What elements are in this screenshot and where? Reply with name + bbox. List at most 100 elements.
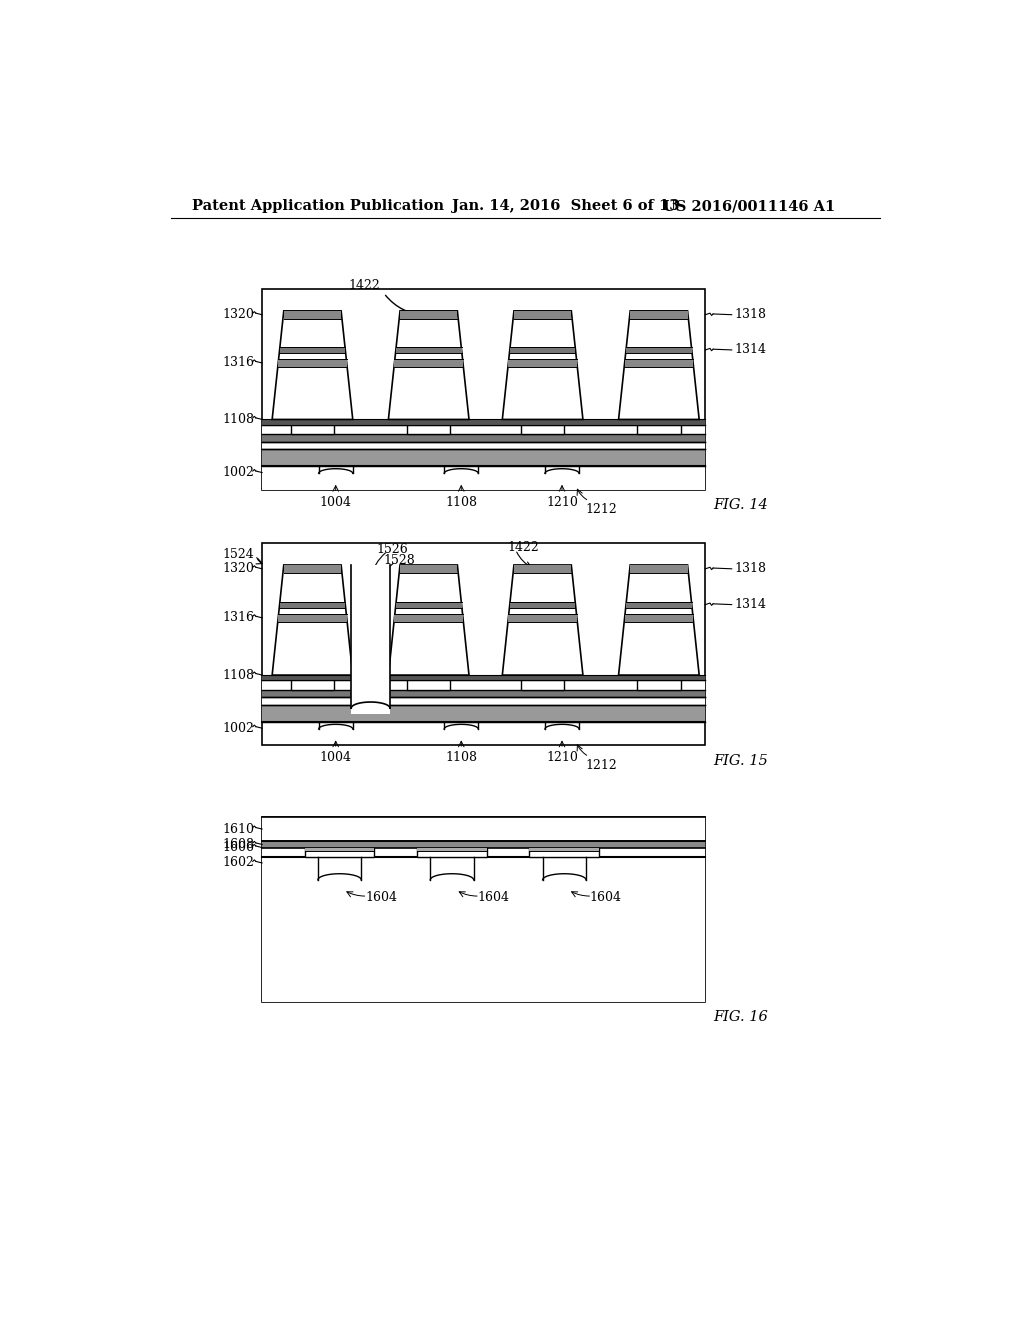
Polygon shape	[503, 565, 583, 675]
Text: 1526: 1526	[376, 543, 408, 556]
Polygon shape	[272, 312, 352, 420]
Text: 1108: 1108	[445, 496, 477, 508]
Bar	[262, 425, 706, 434]
Bar	[394, 359, 463, 367]
Bar	[262, 847, 706, 857]
Bar	[262, 817, 706, 1002]
Bar	[630, 565, 687, 573]
Text: 1108: 1108	[222, 668, 254, 681]
Bar	[291, 681, 334, 689]
Bar	[417, 847, 486, 857]
Text: 1002: 1002	[222, 466, 254, 479]
Text: 1422: 1422	[508, 541, 540, 554]
Bar	[262, 675, 706, 681]
Text: 1320: 1320	[222, 562, 254, 576]
Polygon shape	[618, 565, 699, 675]
Text: 1604: 1604	[477, 891, 510, 904]
Bar	[630, 312, 687, 318]
Bar	[510, 602, 575, 607]
Text: 1604: 1604	[366, 891, 397, 904]
Bar	[396, 602, 462, 607]
Bar	[508, 614, 577, 622]
Bar	[407, 425, 451, 434]
Bar	[262, 705, 706, 722]
Text: FIG. 14: FIG. 14	[713, 498, 768, 512]
Bar	[637, 425, 681, 434]
Polygon shape	[618, 312, 699, 420]
Bar	[284, 312, 341, 318]
Bar	[284, 565, 341, 573]
Bar	[279, 614, 347, 622]
Bar	[510, 347, 575, 352]
Text: Jan. 14, 2016  Sheet 6 of 13: Jan. 14, 2016 Sheet 6 of 13	[452, 199, 679, 213]
Bar	[262, 697, 706, 705]
Bar	[262, 442, 706, 449]
Bar	[262, 841, 706, 847]
Text: 1212: 1212	[586, 759, 617, 772]
Polygon shape	[388, 565, 469, 675]
Text: 1604: 1604	[590, 891, 622, 904]
Bar	[626, 347, 692, 352]
Bar	[417, 847, 486, 851]
Bar	[280, 347, 345, 352]
Bar	[521, 681, 564, 689]
Bar	[351, 565, 390, 714]
Text: 1528: 1528	[384, 554, 416, 566]
Text: US 2016/0011146 A1: US 2016/0011146 A1	[663, 199, 835, 213]
Bar	[262, 857, 706, 1002]
Bar	[280, 602, 345, 607]
Bar	[305, 847, 375, 857]
Text: 1316: 1316	[222, 356, 254, 370]
Bar	[262, 289, 706, 490]
Text: 1318: 1318	[735, 562, 767, 576]
Bar	[394, 614, 463, 622]
Polygon shape	[272, 565, 352, 675]
Bar	[262, 689, 706, 697]
Bar	[262, 681, 706, 689]
Bar	[637, 681, 681, 689]
Text: 1108: 1108	[222, 413, 254, 426]
Bar	[625, 359, 693, 367]
Text: 1314: 1314	[735, 343, 767, 356]
Bar	[262, 420, 706, 425]
Text: 1212: 1212	[586, 503, 617, 516]
Bar	[529, 847, 599, 857]
Bar	[262, 449, 706, 466]
Bar	[521, 425, 564, 434]
Text: FIG. 16: FIG. 16	[713, 1010, 768, 1024]
Bar	[400, 312, 458, 318]
Text: 1318: 1318	[735, 308, 767, 321]
Bar	[305, 847, 375, 851]
Bar	[262, 544, 706, 744]
Bar	[262, 466, 706, 490]
Bar	[514, 312, 571, 318]
Bar	[262, 817, 706, 841]
Text: FIG. 15: FIG. 15	[713, 754, 768, 767]
Text: 1210: 1210	[546, 496, 578, 508]
Text: 1608: 1608	[222, 838, 254, 851]
Bar	[400, 565, 458, 573]
Bar	[508, 359, 577, 367]
Text: Patent Application Publication: Patent Application Publication	[191, 199, 443, 213]
Bar	[625, 614, 693, 622]
Bar	[529, 847, 599, 851]
Text: 1210: 1210	[546, 751, 578, 764]
Text: 1602: 1602	[222, 857, 254, 870]
Bar	[279, 359, 347, 367]
Text: 1606: 1606	[222, 841, 254, 854]
Bar	[626, 602, 692, 607]
Bar	[407, 681, 451, 689]
Text: 1108: 1108	[445, 751, 477, 764]
Text: 1004: 1004	[319, 751, 351, 764]
Text: 1314: 1314	[735, 598, 767, 611]
Text: 1004: 1004	[319, 496, 351, 508]
Text: 1610: 1610	[222, 822, 254, 836]
Bar	[514, 565, 571, 573]
Bar	[291, 425, 334, 434]
Polygon shape	[388, 312, 469, 420]
Text: 1316: 1316	[222, 611, 254, 624]
Text: 1524: 1524	[222, 548, 254, 561]
Bar	[396, 347, 462, 352]
Text: 1422: 1422	[348, 279, 380, 292]
Text: 1320: 1320	[222, 308, 254, 321]
